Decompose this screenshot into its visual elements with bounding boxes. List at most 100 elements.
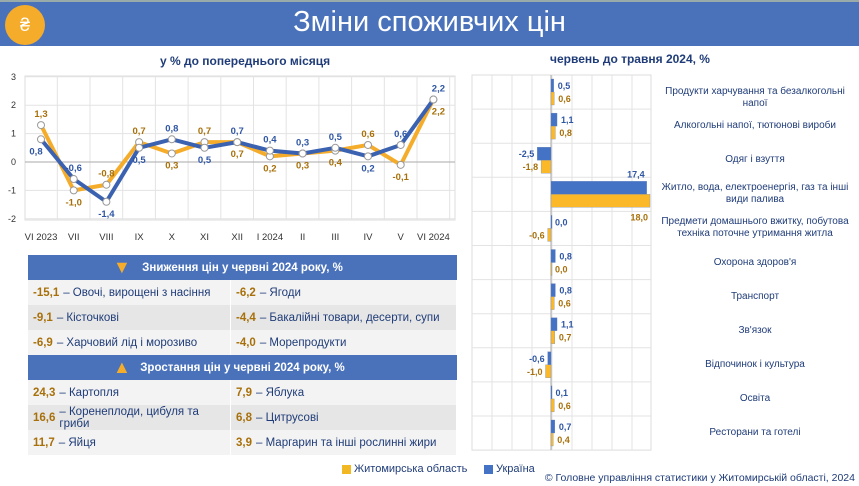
x-tick-label: IV	[364, 232, 374, 243]
bar-region	[550, 432, 554, 447]
data-point	[37, 121, 45, 130]
table-cell: -9,1– Кісточкові	[28, 305, 231, 330]
category-label: Відпочинок і культура	[705, 358, 805, 370]
table-row: 24,3– Картопля 7,9 – Яблука	[28, 380, 457, 405]
table-row: -15,1– Овочі, вирощені з насіння -6,2– Яг…	[28, 280, 457, 305]
data-point	[200, 143, 209, 152]
data-point	[167, 149, 176, 158]
data-point	[396, 140, 405, 149]
y-tick-label: -1	[8, 185, 16, 195]
table-row: 11,7– Яйця 3,9 – Маргарин та інші рослинні…	[28, 430, 457, 455]
category-label: Зв'язок	[738, 324, 772, 336]
data-point	[102, 180, 111, 189]
arrow-down-icon: ▼	[113, 257, 131, 277]
data-label: -0,6	[66, 163, 82, 174]
product-name: – Картопля	[59, 386, 119, 399]
category-label: Освіта	[739, 392, 771, 404]
data-point	[37, 135, 45, 144]
product-name: – Коренеплоди, цибуля та гриби	[59, 405, 199, 430]
legend-swatch-ukraine	[484, 464, 493, 474]
change-value: 6,8	[236, 411, 252, 424]
legend-ukraine: Україна	[484, 463, 535, 475]
data-label: 0,8	[559, 252, 572, 262]
bar-ukraine	[550, 419, 555, 434]
data-point	[167, 135, 176, 144]
data-label: -1,8	[523, 162, 539, 172]
x-tick-label: III	[331, 232, 339, 243]
arrow-up-icon: ▲	[113, 357, 131, 377]
legend-swatch-region	[342, 464, 351, 474]
category-label: Транспорт	[730, 290, 780, 302]
product-name: – Яйця	[58, 436, 96, 449]
data-label: -0,6	[529, 230, 545, 240]
table-cell: -15,1– Овочі, вирощені з насіння	[28, 280, 231, 305]
data-point	[298, 149, 307, 158]
y-tick-label: 2	[11, 100, 16, 110]
bar-region	[540, 160, 552, 174]
data-label: 0,8	[559, 286, 572, 296]
price-tag-hryvnia-icon: ₴	[5, 5, 45, 45]
data-label: 2,2	[432, 84, 445, 95]
category-label: Одяг і взуття	[725, 154, 785, 166]
line-chart-title: у % до попереднього місяця	[160, 54, 331, 68]
table-row: -6,9– Харчовий лід і морозиво -4,0– Мореп…	[28, 330, 457, 355]
data-point	[364, 140, 372, 149]
table-cell: -4,0– Морепродукти	[231, 330, 457, 355]
data-label: 0,5	[329, 132, 343, 143]
decrease-title: Зниження цін у червні 2024 року, %	[142, 261, 343, 274]
data-label: 0,4	[329, 158, 343, 169]
data-point	[364, 152, 372, 161]
legend-region: Житомирська область	[342, 463, 467, 475]
data-label: 0,6	[558, 401, 571, 411]
x-tick-label: II	[300, 232, 305, 243]
data-label: 0,3	[296, 137, 309, 148]
bar-chart-title: червень до травня 2024, %	[550, 52, 710, 66]
data-point	[331, 143, 340, 152]
copyright: © Головне управління статистики у Житоми…	[544, 472, 855, 484]
data-label: 18,0	[630, 212, 648, 222]
change-value: -4,0	[236, 336, 256, 349]
data-label: 0,4	[557, 435, 570, 445]
product-name: – Морепродукти	[259, 336, 347, 349]
data-label: 0,3	[165, 160, 178, 171]
x-tick-label: XI	[200, 232, 209, 243]
data-label: 0,2	[361, 163, 374, 174]
plot-area	[471, 74, 652, 451]
data-label: 0,8	[29, 146, 42, 157]
data-label: 0,2	[263, 163, 276, 174]
table-cell: 6,8 – Цитрусові	[231, 405, 457, 430]
data-point	[135, 143, 144, 152]
x-tick-label: I 2024	[257, 232, 283, 243]
data-label: 0,8	[165, 123, 178, 134]
bar-region	[550, 296, 555, 310]
product-name: – Кісточкові	[56, 311, 119, 324]
change-value: 11,7	[33, 436, 55, 449]
data-label: 0,5	[558, 81, 571, 91]
data-label: -0,6	[529, 354, 545, 364]
change-value: -6,2	[236, 286, 256, 299]
data-label: 1,1	[561, 115, 574, 125]
data-label: -2,5	[519, 149, 535, 159]
data-label: -1,0	[527, 367, 543, 377]
data-label: 1,1	[561, 320, 574, 330]
data-label: 0,0	[555, 265, 568, 275]
change-value: 3,9	[236, 436, 252, 449]
table-cell: -4,4– Бакалійні товари, десерти, супи	[231, 305, 457, 330]
data-label: 0,6	[361, 129, 374, 140]
page-title: Зміни споживчих цін	[293, 6, 566, 38]
table-cell: 7,9 – Яблука	[231, 380, 457, 405]
product-name: – Ягоди	[259, 286, 301, 299]
data-point	[102, 197, 111, 206]
bar-region	[550, 330, 555, 344]
x-tick-label: XII	[231, 232, 243, 243]
data-label: 0,7	[231, 126, 244, 137]
x-tick-label: VIII	[99, 232, 113, 243]
data-label: 1,3	[34, 109, 47, 120]
table-cell: 3,9 – Маргарин та інші рослинні жири	[231, 430, 457, 455]
table-row: -9,1– Кісточкові -4,4– Бакалійні товари, …	[28, 305, 457, 330]
x-tick-label: IX	[135, 232, 145, 243]
category-label: Предмети домашнього вжитку, побутова тех…	[661, 216, 849, 240]
data-label: -1,4	[98, 209, 115, 220]
bar-region	[550, 398, 555, 413]
data-point	[233, 138, 242, 147]
